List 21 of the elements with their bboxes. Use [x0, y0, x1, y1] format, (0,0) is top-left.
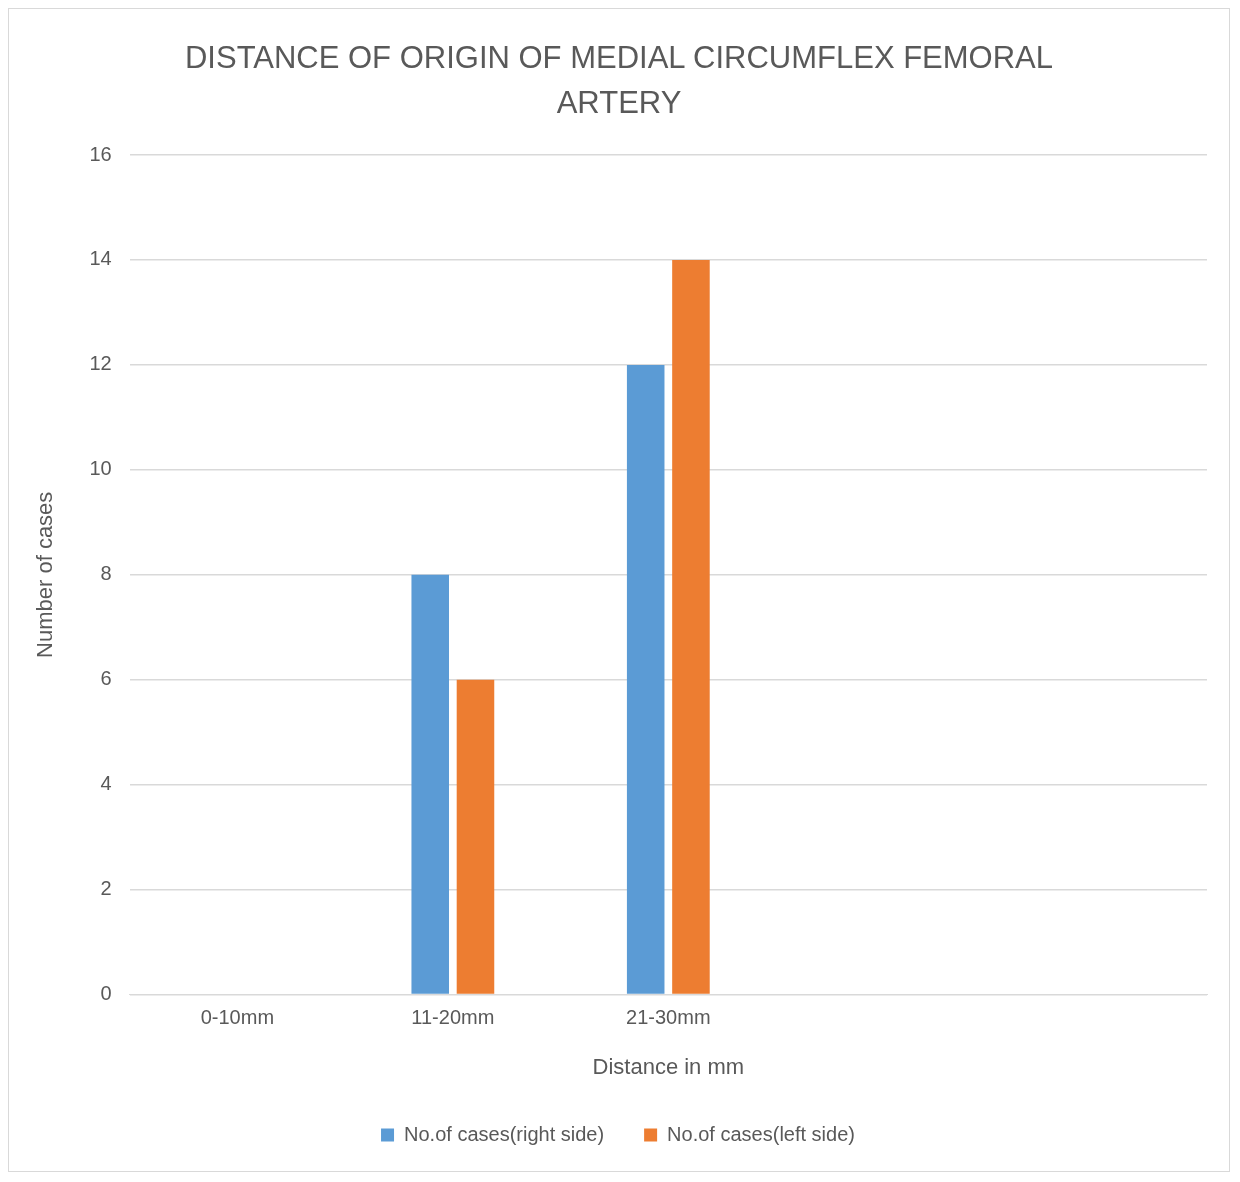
x-tick-label: 11-20mm — [411, 1006, 495, 1029]
y-tick-label: 10 — [89, 457, 112, 480]
x-axis-title: Distance in mm — [592, 1053, 745, 1079]
y-axis-title: Number of cases — [32, 491, 58, 658]
y-tick-label: 4 — [100, 772, 112, 795]
x-tick-label: 21-30mm — [626, 1006, 711, 1029]
bar — [626, 364, 665, 994]
y-tick-label: 8 — [100, 562, 112, 585]
bar — [456, 679, 495, 994]
legend-label: No.of cases(right side) — [404, 1122, 605, 1145]
y-tick-label: 2 — [100, 877, 112, 900]
y-tick-label: 0 — [100, 982, 112, 1005]
y-tick-label: 16 — [89, 142, 112, 165]
bar — [672, 259, 710, 994]
y-tick-label: 6 — [100, 667, 112, 690]
bar — [411, 574, 450, 994]
y-tick-label: 14 — [89, 247, 112, 270]
chart-title: DISTANCE OF ORIGIN OF MEDIAL CIRCUMFLEX FEMORAL ARTERY — [183, 39, 1055, 122]
x-tick-label: 0-10mm — [200, 1006, 275, 1029]
legend-label: No.of cases(left side) — [667, 1122, 855, 1145]
y-tick-label: 12 — [89, 352, 112, 375]
